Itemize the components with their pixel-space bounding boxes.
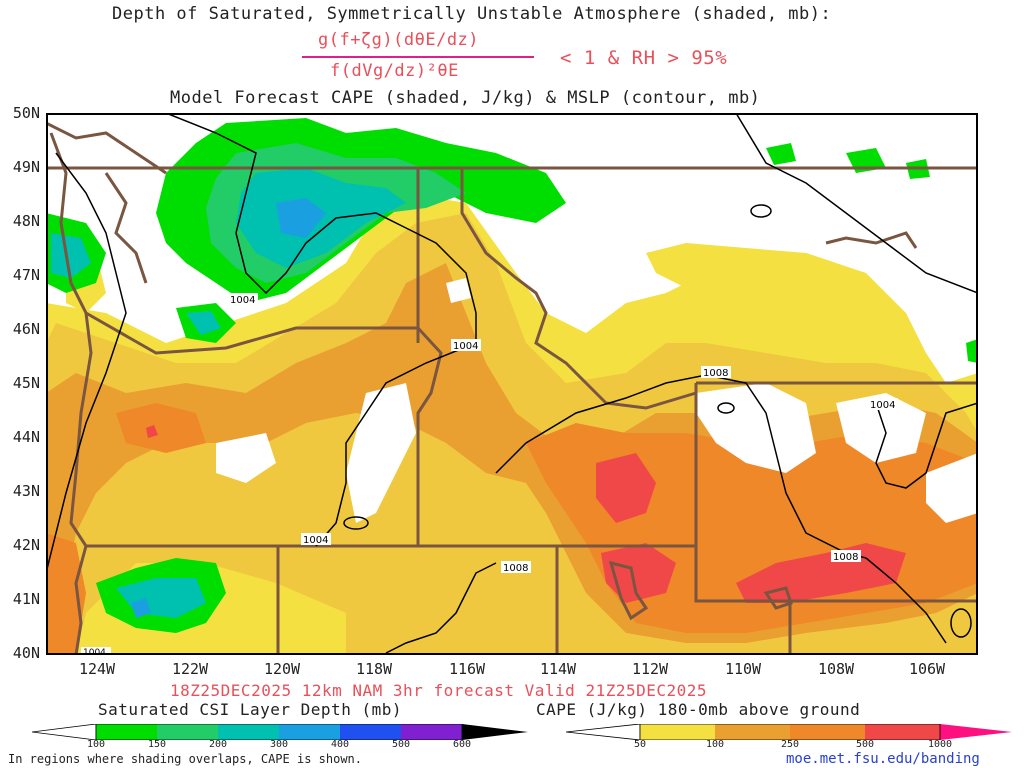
lon-label-108w: 108W (817, 660, 855, 678)
cape-tick-100: 100 (705, 739, 725, 750)
lat-label-41n: 41N (12, 590, 40, 608)
formula-numerator: g(f+ζg)(dθE/dz) (318, 30, 480, 50)
forecast-map: 1004 1004 1004 1008 1004 1008 1008 1004 (46, 113, 978, 655)
mslp-contours (46, 113, 978, 654)
map-frame (46, 113, 978, 655)
lon-label-120w: 120W (263, 660, 301, 678)
contour-label-1008-c: 1008 (833, 552, 858, 563)
csi-color-100-150 (96, 724, 157, 740)
contour-label-1004-c: 1004 (303, 535, 328, 546)
csi-tick-300: 300 (269, 739, 289, 750)
csi-color-150-200 (157, 724, 218, 740)
lat-label-45n: 45N (12, 374, 40, 392)
run-info: 18Z25DEC2025 12km NAM 3hr forecast Valid… (170, 681, 708, 700)
cape-color-50-100 (640, 724, 715, 740)
lon-label-110w: 110W (724, 660, 762, 678)
lat-label-40n: 40N (12, 644, 40, 662)
lat-label-47n: 47N (12, 266, 40, 284)
lat-label-44n: 44N (12, 428, 40, 446)
csi-shading (46, 118, 978, 633)
cape-color-250-500 (790, 724, 865, 740)
formula-condition: < 1 & RH > 95% (560, 47, 728, 69)
csi-color-300-400 (279, 724, 340, 740)
cape-colorbar-lower-arrow (566, 724, 641, 740)
contour-labels: 1004 1004 1004 1008 1004 1008 1008 1004 (81, 293, 898, 655)
csi-tick-600: 600 (452, 739, 472, 750)
csi-tick-100: 100 (86, 739, 106, 750)
csi-color-400-500 (340, 724, 401, 740)
lat-label-50n: 50N (12, 104, 40, 122)
contour-label-1004-d: 1004 (870, 400, 895, 411)
lat-label-43n: 43N (12, 482, 40, 500)
csi-colorbar-upper-arrow (462, 724, 528, 740)
formula-fraction-bar (302, 56, 534, 58)
lat-label-42n: 42N (12, 536, 40, 554)
formula-denominator: f(dVg/dz)²θE (330, 61, 459, 81)
csi-tick-500: 500 (391, 739, 411, 750)
cape-tick-50: 50 (633, 739, 647, 750)
lon-label-122w: 122W (171, 660, 209, 678)
csi-tick-200: 200 (208, 739, 228, 750)
lat-label-49n: 49N (12, 158, 40, 176)
lon-label-106w: 106W (908, 660, 946, 678)
csi-tick-400: 400 (330, 739, 350, 750)
lon-label-124w: 124W (78, 660, 116, 678)
cape-color-500-1000 (865, 724, 940, 740)
csi-colorbar-lower-arrow (32, 724, 97, 740)
contour-label-1004-a: 1004 (230, 295, 255, 306)
contour-label-1008-a: 1008 (503, 563, 528, 574)
contour-label-1008-b: 1008 (703, 368, 728, 379)
csi-color-200-300 (218, 724, 279, 740)
lon-label-114w: 114W (539, 660, 577, 678)
csi-color-500-600 (401, 724, 462, 740)
lat-label-46n: 46N (12, 320, 40, 338)
lon-label-112w: 112W (631, 660, 669, 678)
lat-label-48n: 48N (12, 212, 40, 230)
map-subtitle: Model Forecast CAPE (shaded, J/kg) & MSL… (170, 88, 761, 108)
cape-colorbar (566, 724, 1012, 740)
csi-legend-title: Saturated CSI Layer Depth (mb) (98, 700, 402, 719)
lon-label-118w: 118W (355, 660, 393, 678)
cape-tick-1000: 1000 (927, 739, 953, 750)
contour-label-1004-b: 1004 (453, 341, 478, 352)
contour-label-1004-e: 1004 (83, 648, 106, 655)
cape-colorbar-upper-arrow (940, 724, 1012, 740)
cape-color-100-250 (715, 724, 790, 740)
lon-label-116w: 116W (448, 660, 486, 678)
state-borders (46, 121, 978, 655)
map-title: Depth of Saturated, Symmetrically Unstab… (112, 4, 832, 24)
cape-tick-500: 500 (855, 739, 875, 750)
csi-colorbar (32, 724, 528, 740)
cape-legend-title: CAPE (J/kg) 180-0mb above ground (536, 700, 861, 719)
footnote: In regions where shading overlaps, CAPE … (8, 752, 363, 766)
csi-tick-150: 150 (147, 739, 167, 750)
credit-link[interactable]: moe.met.fsu.edu/banding (786, 751, 980, 767)
cape-tick-250: 250 (780, 739, 800, 750)
